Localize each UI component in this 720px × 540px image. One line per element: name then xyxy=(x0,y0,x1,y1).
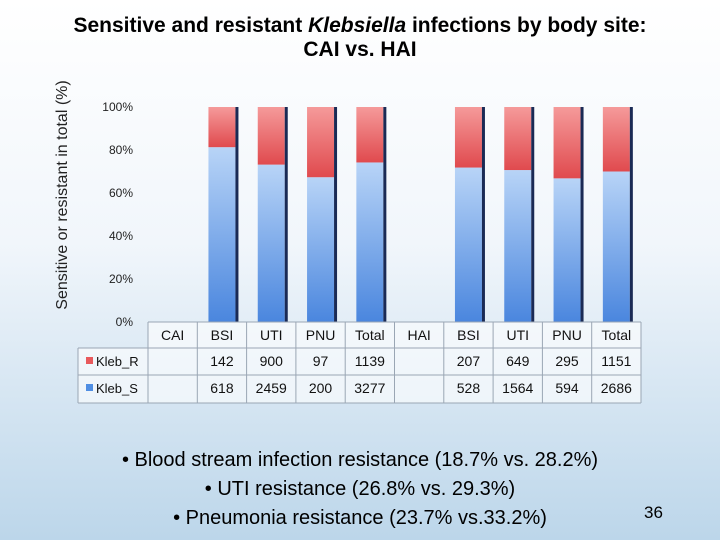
bar-edge xyxy=(580,107,584,322)
bar-resistant xyxy=(454,107,482,168)
bar-sensitive xyxy=(257,164,285,322)
x-category-label: PNU xyxy=(306,327,336,343)
data-table-value: 1151 xyxy=(601,353,631,369)
legend-label: Kleb_R xyxy=(96,354,139,369)
bar-sensitive xyxy=(208,147,236,322)
bar-edge xyxy=(334,107,338,322)
x-category-label: BSI xyxy=(211,327,234,343)
data-table-value: 1564 xyxy=(502,380,533,396)
y-tick-label: 0% xyxy=(116,315,134,329)
bar-resistant xyxy=(602,107,630,172)
bar-sensitive xyxy=(454,167,482,322)
x-category-label: UTI xyxy=(506,327,529,343)
bar-sensitive xyxy=(553,178,581,322)
slide-number: 36 xyxy=(644,503,663,522)
legend-swatch-kleb-r xyxy=(86,357,93,364)
bar-sensitive xyxy=(307,177,335,322)
data-table-value: 200 xyxy=(309,380,333,396)
data-table-value: 2459 xyxy=(256,380,287,396)
x-category-label: Total xyxy=(602,327,632,343)
data-table-value: 2686 xyxy=(601,380,632,396)
bar-resistant xyxy=(504,107,532,171)
bar-edge xyxy=(481,107,485,322)
slide-title-line1: Sensitive and resistant Klebsiella infec… xyxy=(0,14,720,38)
data-table-value: 594 xyxy=(555,380,579,396)
y-axis-label: Sensitive or resistant in total (%) xyxy=(54,80,71,309)
y-tick-label: 100% xyxy=(102,100,133,114)
bullet-item: • Blood stream infection resistance (18.… xyxy=(121,449,599,471)
data-table-value: 1139 xyxy=(355,353,385,369)
data-table-value: 97 xyxy=(313,353,329,369)
title-text-post: infections by body site: xyxy=(406,14,647,37)
data-table-value: 528 xyxy=(457,380,481,396)
bar-resistant xyxy=(356,107,384,163)
bullet-list: • Blood stream infection resistance (18.… xyxy=(0,446,720,533)
legend-label: Kleb_S xyxy=(96,381,138,396)
title-text-italic: Klebsiella xyxy=(308,14,407,37)
bullet-item: • Pneumonia resistance (23.7% vs.33.2%) xyxy=(173,507,547,529)
data-table-value: 295 xyxy=(555,353,579,369)
bar-edge xyxy=(383,107,387,322)
y-tick-label: 20% xyxy=(109,272,133,286)
slide-title-line2: CAI vs. HAI xyxy=(303,38,417,61)
data-table-value: 618 xyxy=(210,380,234,396)
bar-resistant xyxy=(208,107,236,148)
bar-resistant xyxy=(257,107,285,165)
x-category-label: UTI xyxy=(260,327,283,343)
bar-resistant xyxy=(553,107,581,179)
title-text-pre: Sensitive and resistant xyxy=(73,14,309,37)
bar-resistant xyxy=(307,107,335,178)
y-tick-label: 60% xyxy=(109,186,133,200)
data-table-value: 207 xyxy=(457,353,481,369)
legend-swatch-kleb-s xyxy=(86,384,93,391)
bar-sensitive xyxy=(356,162,384,322)
data-table-value: 3277 xyxy=(354,380,385,396)
x-category-label: PNU xyxy=(552,327,582,343)
bar-edge xyxy=(284,107,288,322)
x-category-label: CAI xyxy=(161,327,184,343)
y-tick-label: 80% xyxy=(109,143,133,157)
bullet-item: • UTI resistance (26.8% vs. 29.3%) xyxy=(204,478,516,500)
data-table-value: 900 xyxy=(260,353,284,369)
bar-edge xyxy=(531,107,535,322)
x-category-label: Total xyxy=(355,327,385,343)
x-category-label: BSI xyxy=(457,327,480,343)
bar-sensitive xyxy=(504,170,532,322)
bar-edge xyxy=(235,107,239,322)
x-category-label: HAI xyxy=(407,327,430,343)
bar-sensitive xyxy=(602,171,630,322)
data-table-value: 142 xyxy=(210,353,234,369)
data-table-value: 649 xyxy=(506,353,530,369)
bar-edge xyxy=(629,107,633,322)
y-tick-label: 40% xyxy=(109,229,133,243)
